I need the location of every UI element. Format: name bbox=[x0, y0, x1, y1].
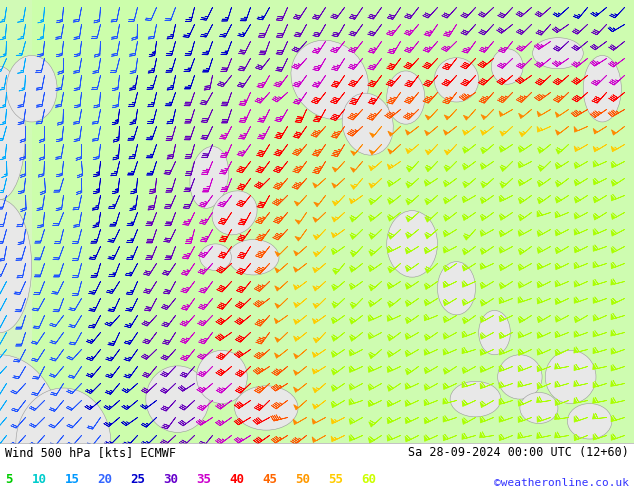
Ellipse shape bbox=[197, 350, 247, 404]
Ellipse shape bbox=[0, 67, 25, 199]
Ellipse shape bbox=[16, 388, 111, 490]
Ellipse shape bbox=[533, 38, 583, 69]
Text: 50: 50 bbox=[295, 473, 311, 486]
Ellipse shape bbox=[583, 55, 621, 122]
Ellipse shape bbox=[291, 40, 368, 120]
FancyBboxPatch shape bbox=[0, 0, 158, 199]
Ellipse shape bbox=[6, 55, 57, 122]
Ellipse shape bbox=[545, 350, 596, 404]
Text: 15: 15 bbox=[65, 473, 80, 486]
Ellipse shape bbox=[520, 392, 558, 423]
Text: Wind 500 hPa [kts] ECMWF: Wind 500 hPa [kts] ECMWF bbox=[5, 446, 176, 459]
Text: 45: 45 bbox=[262, 473, 278, 486]
Text: 60: 60 bbox=[361, 473, 377, 486]
Text: ©weatheronline.co.uk: ©weatheronline.co.uk bbox=[494, 478, 629, 488]
Ellipse shape bbox=[0, 199, 32, 333]
Text: 40: 40 bbox=[230, 473, 245, 486]
Text: 5: 5 bbox=[5, 473, 13, 486]
Text: 55: 55 bbox=[328, 473, 344, 486]
Ellipse shape bbox=[434, 58, 479, 102]
Ellipse shape bbox=[387, 71, 425, 124]
Ellipse shape bbox=[190, 147, 229, 208]
FancyBboxPatch shape bbox=[32, 0, 634, 443]
Text: 35: 35 bbox=[197, 473, 212, 486]
FancyBboxPatch shape bbox=[0, 199, 222, 443]
Ellipse shape bbox=[235, 386, 298, 430]
Ellipse shape bbox=[342, 93, 393, 155]
Ellipse shape bbox=[200, 244, 231, 270]
Ellipse shape bbox=[212, 191, 257, 235]
Text: 10: 10 bbox=[32, 473, 47, 486]
Text: 30: 30 bbox=[164, 473, 179, 486]
Text: 20: 20 bbox=[98, 473, 113, 486]
Ellipse shape bbox=[146, 366, 209, 432]
Ellipse shape bbox=[437, 262, 476, 315]
Text: 25: 25 bbox=[131, 473, 146, 486]
Ellipse shape bbox=[479, 311, 510, 355]
FancyBboxPatch shape bbox=[0, 0, 634, 443]
Ellipse shape bbox=[228, 240, 279, 275]
Ellipse shape bbox=[450, 381, 501, 417]
Text: Sa 28-09-2024 00:00 UTC (12+60): Sa 28-09-2024 00:00 UTC (12+60) bbox=[408, 446, 629, 459]
Ellipse shape bbox=[491, 49, 523, 84]
Ellipse shape bbox=[0, 355, 63, 490]
Ellipse shape bbox=[387, 211, 437, 277]
Ellipse shape bbox=[498, 355, 542, 399]
Ellipse shape bbox=[567, 404, 612, 439]
